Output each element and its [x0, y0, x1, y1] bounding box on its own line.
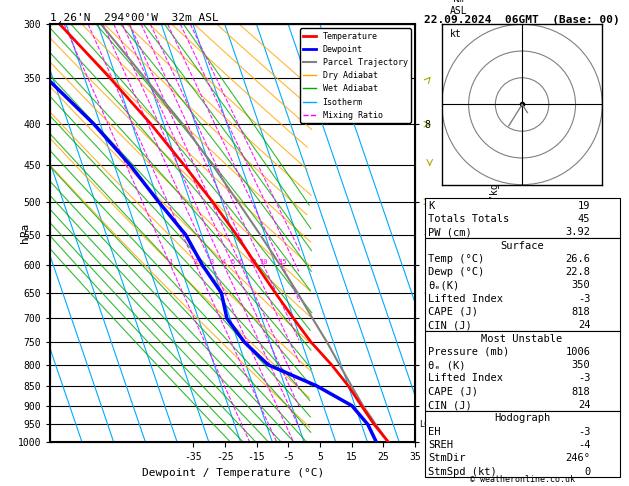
Text: 4: 4: [221, 259, 226, 265]
Text: -3: -3: [578, 427, 591, 436]
Text: 45: 45: [578, 214, 591, 224]
Text: Temp (°C): Temp (°C): [428, 254, 485, 264]
Text: 24: 24: [578, 320, 591, 330]
Text: Lifted Index: Lifted Index: [428, 294, 503, 304]
Text: 1006: 1006: [565, 347, 591, 357]
Text: CAPE (J): CAPE (J): [428, 387, 479, 397]
Text: CIN (J): CIN (J): [428, 400, 472, 410]
Text: -3: -3: [578, 294, 591, 304]
Text: Mixing Ratio (g/kg): Mixing Ratio (g/kg): [491, 177, 501, 289]
Text: 8: 8: [251, 259, 255, 265]
Text: 22.8: 22.8: [565, 267, 591, 277]
Text: PW (cm): PW (cm): [428, 227, 472, 237]
Text: 24: 24: [578, 400, 591, 410]
Text: Dewp (°C): Dewp (°C): [428, 267, 485, 277]
FancyBboxPatch shape: [425, 198, 620, 238]
Text: 0: 0: [584, 467, 591, 477]
Text: 3.92: 3.92: [565, 227, 591, 237]
Text: hPa: hPa: [19, 223, 30, 243]
Text: CAPE (J): CAPE (J): [428, 307, 479, 317]
Text: K: K: [428, 201, 435, 210]
Text: 1¸26'N  294°00'W  32m ASL: 1¸26'N 294°00'W 32m ASL: [50, 12, 219, 22]
Text: 3: 3: [210, 259, 214, 265]
Text: Lifted Index: Lifted Index: [428, 373, 503, 383]
Text: SREH: SREH: [428, 440, 454, 450]
Text: θₑ(K): θₑ(K): [428, 280, 460, 291]
Text: 818: 818: [572, 307, 591, 317]
Text: 22.09.2024  06GMT  (Base: 00): 22.09.2024 06GMT (Base: 00): [424, 15, 620, 25]
Text: kt: kt: [450, 29, 462, 39]
Text: LCL: LCL: [419, 420, 434, 429]
Text: 19: 19: [578, 201, 591, 210]
Text: 26.6: 26.6: [565, 254, 591, 264]
FancyBboxPatch shape: [425, 411, 620, 477]
Text: 350: 350: [572, 280, 591, 291]
Text: -4: -4: [578, 440, 591, 450]
Text: CIN (J): CIN (J): [428, 320, 472, 330]
Text: km
ASL: km ASL: [450, 0, 468, 16]
Text: 15: 15: [278, 259, 286, 265]
Text: © weatheronline.co.uk: © weatheronline.co.uk: [470, 474, 574, 484]
Text: StmSpd (kt): StmSpd (kt): [428, 467, 498, 477]
Text: Pressure (mb): Pressure (mb): [428, 347, 509, 357]
Text: Surface: Surface: [500, 241, 544, 250]
Text: EH: EH: [428, 427, 441, 436]
Text: Hodograph: Hodograph: [494, 414, 550, 423]
Text: 1: 1: [169, 259, 172, 265]
Text: 2: 2: [194, 259, 198, 265]
Text: 246°: 246°: [565, 453, 591, 463]
Text: Most Unstable: Most Unstable: [481, 333, 563, 344]
Text: 350: 350: [572, 360, 591, 370]
Text: 5: 5: [231, 259, 235, 265]
Text: 6: 6: [238, 259, 243, 265]
Text: Totals Totals: Totals Totals: [428, 214, 509, 224]
Text: StmDir: StmDir: [428, 453, 466, 463]
Text: θₑ (K): θₑ (K): [428, 360, 466, 370]
FancyBboxPatch shape: [425, 238, 620, 331]
Text: 10: 10: [259, 259, 267, 265]
FancyBboxPatch shape: [425, 331, 620, 411]
Legend: Temperature, Dewpoint, Parcel Trajectory, Dry Adiabat, Wet Adiabat, Isotherm, Mi: Temperature, Dewpoint, Parcel Trajectory…: [300, 29, 411, 123]
Text: 818: 818: [572, 387, 591, 397]
X-axis label: Dewpoint / Temperature (°C): Dewpoint / Temperature (°C): [142, 468, 324, 478]
Text: -3: -3: [578, 373, 591, 383]
